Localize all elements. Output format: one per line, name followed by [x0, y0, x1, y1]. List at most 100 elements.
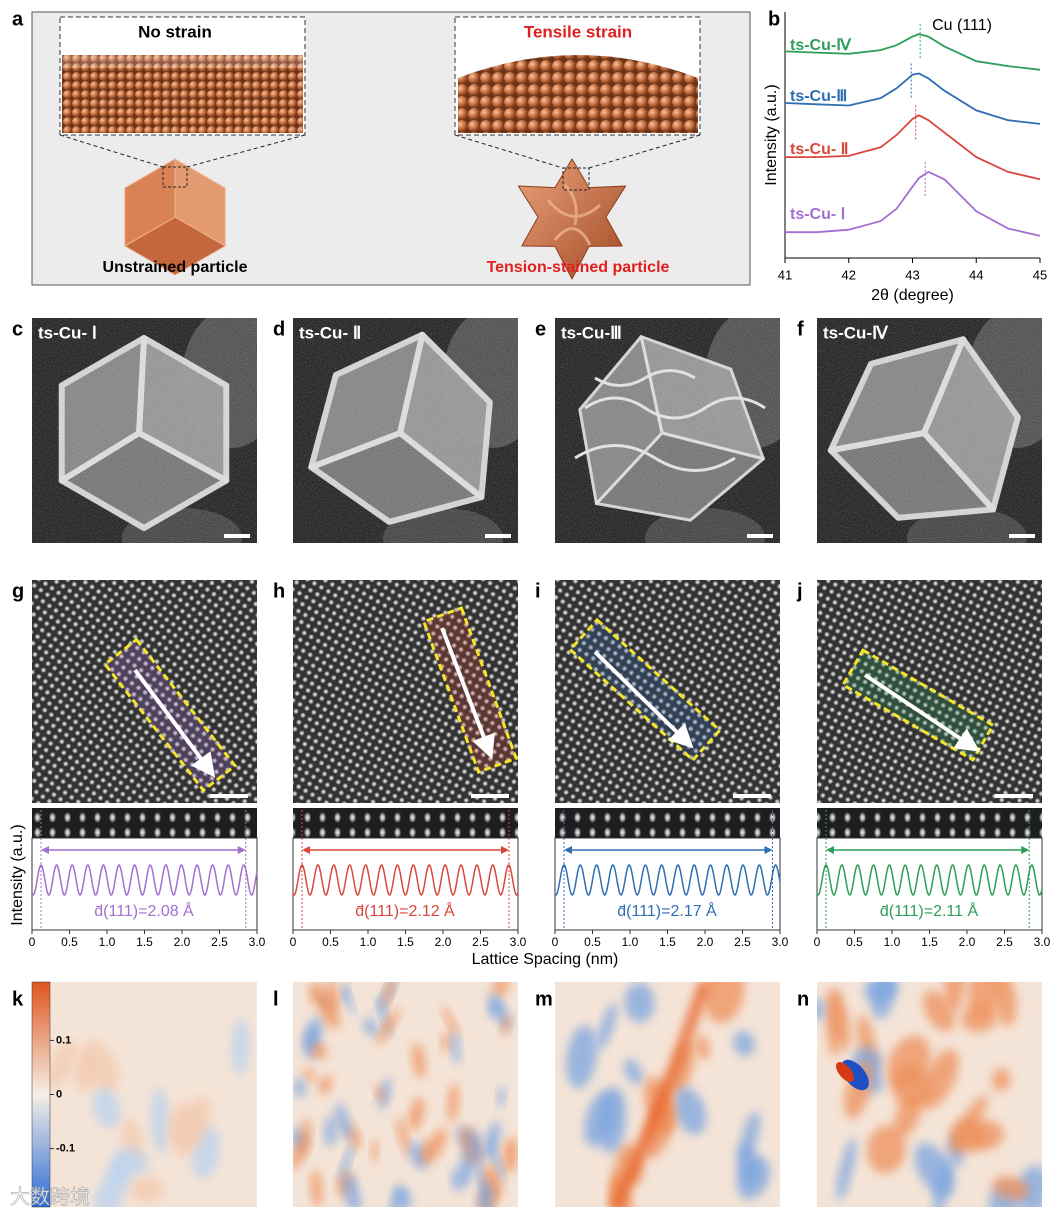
- strain-blob: [441, 1006, 460, 1037]
- line-profile-strip: [293, 808, 518, 838]
- span-arrowhead: [237, 846, 246, 854]
- xrd-curve: [784, 33, 1041, 71]
- panel-label: m: [535, 988, 553, 1010]
- x-tick-label: 3.0: [249, 935, 266, 949]
- line-profile-strip: [32, 808, 257, 838]
- panel-label: a: [12, 8, 24, 30]
- strain-blob: [371, 1138, 378, 1164]
- span-arrowhead: [564, 846, 572, 854]
- x-tick-label: 2.0: [174, 935, 191, 949]
- x-tick-label: 2.5: [472, 935, 489, 949]
- strain-blob: [304, 1067, 316, 1083]
- strain-blob: [867, 1125, 906, 1174]
- series-label: ts-Cu- Ⅰ: [790, 206, 845, 223]
- sem-label: ts-Cu- Ⅰ: [38, 323, 97, 342]
- roi-box: [421, 606, 519, 774]
- x-tick-label: 0: [814, 935, 821, 949]
- caption: Unstrained particle: [103, 259, 248, 276]
- x-tick-label: 3.0: [772, 935, 789, 949]
- strain-blob: [992, 1068, 1011, 1092]
- d-spacing-label: d̄(111)=2.11 Å: [880, 901, 979, 920]
- x-tick-label: 2.0: [435, 935, 452, 949]
- watermark: 大数跨境: [10, 1185, 90, 1208]
- line-profile-strip: [555, 808, 780, 838]
- y-axis-label: Intensity (a.u.): [763, 84, 780, 185]
- x-tick-label: 1.5: [136, 935, 153, 949]
- panel-label: j: [796, 580, 803, 602]
- strain-blob: [318, 1075, 333, 1095]
- particle-facet: [124, 158, 176, 247]
- x-tick-label: 42: [842, 267, 856, 282]
- strain-blob: [740, 1111, 760, 1161]
- strain-blob: [830, 989, 850, 1052]
- x-tick-label: 1.5: [397, 935, 414, 949]
- scale-bar: [471, 794, 509, 798]
- strain-blob: [411, 1043, 426, 1080]
- roi-arrow: [440, 627, 495, 760]
- span-arrowhead: [41, 846, 49, 854]
- scale-bar: [995, 794, 1033, 798]
- sem-image: [32, 318, 257, 543]
- roi-arrow: [133, 668, 216, 778]
- line-profile-strip: [817, 808, 1042, 838]
- strain-blob: [893, 1092, 923, 1138]
- span-arrowhead: [1021, 846, 1030, 854]
- flat-lattice-top: [62, 55, 303, 69]
- xrd-curve: [785, 170, 1041, 237]
- panel-label: b: [768, 8, 780, 30]
- strain-blob: [967, 1120, 1004, 1150]
- x-tick-label: 0: [290, 935, 297, 949]
- sem-noise: [32, 318, 257, 543]
- zoom-line: [186, 134, 306, 168]
- x-tick-label: 2.5: [211, 935, 228, 949]
- panel-label: l: [273, 988, 279, 1010]
- scale-bar: [224, 534, 250, 538]
- panel-label: f: [797, 318, 804, 340]
- strain-blob: [584, 1090, 616, 1147]
- strain-blob: [566, 1025, 598, 1089]
- tem-noise: [817, 580, 1042, 803]
- sem-noise: [817, 318, 1042, 543]
- x-tick-label: 0: [29, 935, 36, 949]
- strain-blob: [864, 982, 899, 1002]
- profile-frame: [292, 837, 519, 931]
- strain-blob: [468, 1128, 481, 1164]
- strain-blob: [597, 1002, 618, 1050]
- scale-bar: [747, 534, 773, 538]
- x-tick-label: 1.5: [921, 935, 938, 949]
- strain-blob: [887, 1035, 931, 1090]
- sem-label: ts-Cu- Ⅱ: [299, 323, 361, 342]
- y-axis-label: Intensity (a.u.): [9, 824, 26, 925]
- profile-curve: [292, 863, 519, 897]
- xrd-curve: [784, 72, 1041, 125]
- panel-label: h: [273, 580, 285, 602]
- strain-blob: [167, 1102, 196, 1148]
- span-arrowhead: [826, 846, 834, 854]
- strain-blob: [696, 1034, 710, 1060]
- strain-blob: [311, 1043, 327, 1060]
- strain-dipole: [836, 1062, 854, 1082]
- strained-particle: [517, 158, 627, 280]
- scale-bar: [1009, 534, 1035, 538]
- strain-blob: [324, 982, 339, 1014]
- strain-blob: [375, 1085, 386, 1102]
- sem-image: [555, 318, 780, 543]
- sem-image: [293, 318, 518, 543]
- strain-blob: [383, 982, 396, 1008]
- strain-blob: [501, 1014, 510, 1036]
- x-tick-label: 2.0: [697, 935, 714, 949]
- x-tick-label: 0: [552, 935, 559, 949]
- x-tick-label: 2.5: [996, 935, 1013, 949]
- panel-label: i: [535, 580, 541, 602]
- x-tick-label: 1.0: [360, 935, 377, 949]
- strain-blob: [497, 1085, 506, 1108]
- series-label: ts-Cu-Ⅳ: [790, 37, 852, 54]
- scale-bar: [733, 794, 771, 798]
- strain-blob: [231, 1018, 250, 1076]
- strain-blob: [836, 1137, 856, 1202]
- x-tick-label: 3.0: [510, 935, 527, 949]
- tem-noise: [555, 580, 780, 803]
- panel-label: g: [12, 580, 24, 602]
- strain-blob: [310, 1169, 323, 1207]
